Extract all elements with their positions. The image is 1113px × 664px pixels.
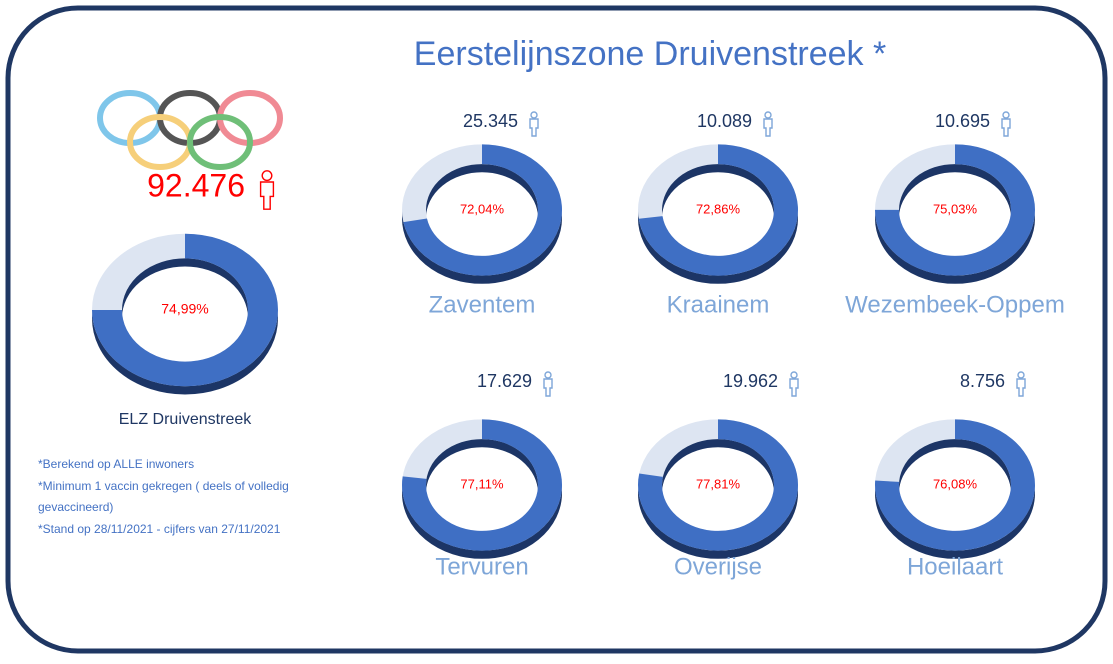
- population: 19.962: [723, 371, 778, 391]
- person-body: [1001, 118, 1011, 137]
- person-icon: [1016, 371, 1026, 397]
- person-head: [544, 371, 552, 379]
- person-head: [764, 111, 772, 119]
- note: gevaccineerd): [38, 500, 113, 514]
- note: *Stand op 28/11/2021 - cijfers van 27/11…: [38, 522, 281, 536]
- person-icon: [1001, 111, 1011, 137]
- person-icon: [543, 371, 553, 397]
- chart-name: Zaventem: [429, 291, 536, 318]
- chart-name: Overijse: [674, 553, 762, 580]
- donut-segment: [875, 419, 1035, 551]
- person-head: [1002, 111, 1010, 119]
- population: 8.756: [960, 371, 1005, 391]
- value-label: 76,08%: [933, 476, 978, 491]
- person-body: [543, 378, 553, 397]
- donut-segment: [638, 144, 798, 276]
- title: Eerstelijnszone Druivenstreek *: [414, 35, 886, 73]
- chart-name: Kraainem: [667, 291, 770, 318]
- value-label: 72,86%: [696, 201, 741, 216]
- donut-chart: [638, 419, 798, 559]
- donut-chart: [875, 144, 1035, 284]
- person-head: [790, 371, 798, 379]
- chart-name: ELZ Druivenstreek: [119, 411, 252, 428]
- value-label: 75,03%: [933, 201, 978, 216]
- donut-segment: [402, 419, 562, 551]
- donut-chart: [638, 144, 798, 284]
- person-icon: [763, 111, 773, 137]
- population: 10.089: [697, 111, 752, 131]
- frame: [5, 5, 1108, 654]
- donut-chart: [402, 419, 562, 559]
- donut-chart: [875, 419, 1035, 559]
- person-icon: [529, 111, 539, 137]
- donut-chart: [402, 144, 562, 284]
- donut-segment: [875, 144, 1035, 276]
- chart-name: Wezembeek-Oppem: [845, 291, 1065, 318]
- value-label: 77,81%: [696, 476, 741, 491]
- donut-segment: [92, 233, 278, 387]
- person-head: [261, 170, 273, 182]
- donut-segment: [638, 419, 798, 551]
- person-body: [529, 118, 539, 137]
- person-icon: [259, 170, 275, 210]
- person-head: [530, 111, 538, 119]
- person-body: [1016, 378, 1026, 397]
- population: 17.629: [477, 371, 532, 391]
- population: 92.476: [147, 167, 245, 203]
- population: 10.695: [935, 111, 990, 131]
- olympic-rings: [97, 90, 283, 170]
- note: *Berekend op ALLE inwoners: [38, 457, 194, 471]
- person-body: [789, 378, 799, 397]
- population: 25.345: [463, 111, 518, 131]
- donut-segment: [403, 144, 562, 276]
- person-icon: [789, 371, 799, 397]
- value-label: 72,04%: [460, 201, 505, 216]
- value-label: 77,11%: [460, 476, 504, 491]
- chart-name: Hoeilaart: [907, 553, 1003, 580]
- person-body: [259, 181, 275, 210]
- person-head: [1017, 371, 1025, 379]
- donut-chart: [92, 233, 278, 395]
- note: *Minimum 1 vaccin gekregen ( deels of vo…: [38, 479, 289, 493]
- chart-name: Tervuren: [435, 553, 528, 580]
- notes: *Berekend op ALLE inwoners *Minimum 1 va…: [38, 457, 289, 536]
- value-label: 74,99%: [161, 301, 208, 317]
- person-body: [763, 118, 773, 137]
